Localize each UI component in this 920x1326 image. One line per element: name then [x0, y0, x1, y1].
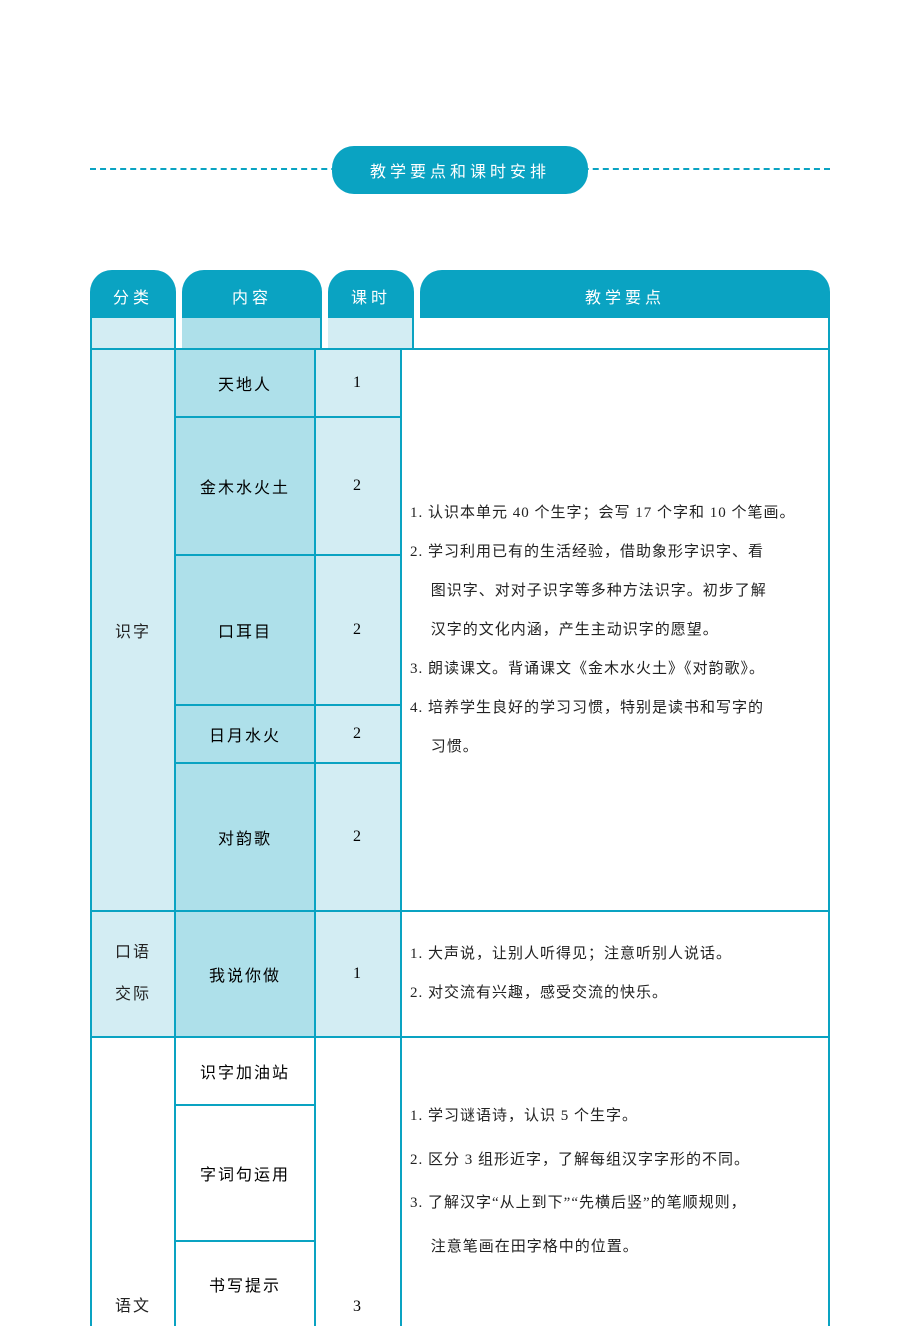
point-line: 1. 认识本单元 40 个生字；会写 17 个字和 10 个笔画。 [410, 494, 796, 533]
point-line: 1. 学习谜语诗，认识 5 个生字。 [410, 1095, 750, 1139]
table-row: 识字 天地人 金木水火土 口耳目 日月水火 对韵歌 1 2 2 2 2 1. 认… [92, 350, 828, 912]
hours-subcol: 1 2 2 2 2 [316, 350, 402, 910]
point-line: 3. 朗读课文。背诵课文《金木水火土》《对韵歌》。 [410, 650, 796, 689]
spacer-c4 [420, 318, 830, 348]
hours-cell: 1 [316, 350, 400, 418]
spacer-c3 [328, 318, 414, 348]
content-cell: 对韵歌 [176, 764, 314, 910]
curriculum-table: 识字 天地人 金木水火土 口耳目 日月水火 对韵歌 1 2 2 2 2 1. 认… [90, 348, 830, 1326]
hours-subcol: 1 [316, 912, 402, 1036]
point-line: 4. 培养学生良好的学习习惯，特别是读书和写字的 [410, 689, 796, 728]
point-line: 习惯。 [410, 728, 796, 767]
point-line: 3. 了解汉字“从上到下”“先横后竖”的笔顺规则， [410, 1182, 750, 1226]
point-line: 汉字的文化内涵，产生主动识字的愿望。 [410, 611, 796, 650]
points-cell-kouyu: 1. 大声说，让别人听得见；注意听别人说话。 2. 对交流有兴趣，感受交流的快乐… [402, 912, 828, 1036]
hours-cell: 1 [316, 912, 400, 1036]
point-line: 图识字、对对子识字等多种方法识字。初步了解 [410, 572, 796, 611]
teaching-points-yuwen: 1. 学习谜语诗，认识 5 个生字。 2. 区分 3 组形近字，了解每组汉字字形… [406, 1095, 756, 1269]
header-col-content: 内容 [182, 270, 322, 318]
points-cell-yuwen: 1. 学习谜语诗，认识 5 个生字。 2. 区分 3 组形近字，了解每组汉字字形… [402, 1038, 828, 1326]
category-cell-yuwen: 语文 [92, 1038, 176, 1326]
spacer-c2 [182, 318, 322, 348]
content-subcol: 识字加油站 字词句运用 书写提示 [176, 1038, 316, 1326]
category-cell-kouyu: 口语 交际 [92, 912, 176, 1036]
header-col-points: 教学要点 [420, 270, 830, 318]
page-title-pill: 教学要点和课时安排 [332, 146, 588, 194]
table-row: 口语 交际 我说你做 1 1. 大声说，让别人听得见；注意听别人说话。 2. 对… [92, 912, 828, 1038]
hours-cell: 2 [316, 706, 400, 764]
page: 教学要点和课时安排 分类 内容 课时 教学要点 识字 天地人 金木水火土 口耳目… [0, 0, 920, 1326]
hours-subcol: 3 [316, 1038, 402, 1326]
content-cell: 天地人 [176, 350, 314, 418]
hours-cell: 2 [316, 556, 400, 706]
content-cell: 日月水火 [176, 706, 314, 764]
header-spacer-row [90, 318, 830, 348]
point-line: 2. 对交流有兴趣，感受交流的快乐。 [410, 974, 732, 1013]
hours-cell: 2 [316, 418, 400, 556]
teaching-points-kouyu: 1. 大声说，让别人听得见；注意听别人说话。 2. 对交流有兴趣，感受交流的快乐… [406, 935, 738, 1013]
content-cell: 书写提示 [176, 1242, 314, 1326]
points-cell-shizi: 1. 认识本单元 40 个生字；会写 17 个字和 10 个笔画。 2. 学习利… [402, 350, 828, 910]
point-line: 2. 区分 3 组形近字，了解每组汉字字形的不同。 [410, 1139, 750, 1183]
table-header-tabs: 分类 内容 课时 教学要点 [90, 270, 830, 318]
content-cell: 识字加油站 [176, 1038, 314, 1106]
table-row: 语文 识字加油站 字词句运用 书写提示 3 1. 学习谜语诗，认识 5 个生字。… [92, 1038, 828, 1326]
point-line: 2. 学习利用已有的生活经验，借助象形字识字、看 [410, 533, 796, 572]
content-subcol: 天地人 金木水火土 口耳目 日月水火 对韵歌 [176, 350, 316, 910]
teaching-points-shizi: 1. 认识本单元 40 个生字；会写 17 个字和 10 个笔画。 2. 学习利… [406, 494, 802, 767]
content-subcol: 我说你做 [176, 912, 316, 1036]
spacer-c1 [90, 318, 176, 348]
title-row: 教学要点和课时安排 [90, 140, 830, 200]
header-col-hours: 课时 [328, 270, 414, 318]
content-cell: 口耳目 [176, 556, 314, 706]
category-cell-shizi: 识字 [92, 350, 176, 910]
header-col-category: 分类 [90, 270, 176, 318]
content-cell: 金木水火土 [176, 418, 314, 556]
hours-cell: 2 [316, 764, 400, 910]
point-line: 1. 大声说，让别人听得见；注意听别人说话。 [410, 935, 732, 974]
point-line: 注意笔画在田字格中的位置。 [410, 1226, 750, 1270]
hours-cell: 3 [316, 1038, 400, 1326]
content-cell: 我说你做 [176, 912, 314, 1036]
page-title: 教学要点和课时安排 [370, 164, 550, 181]
content-cell: 字词句运用 [176, 1106, 314, 1242]
